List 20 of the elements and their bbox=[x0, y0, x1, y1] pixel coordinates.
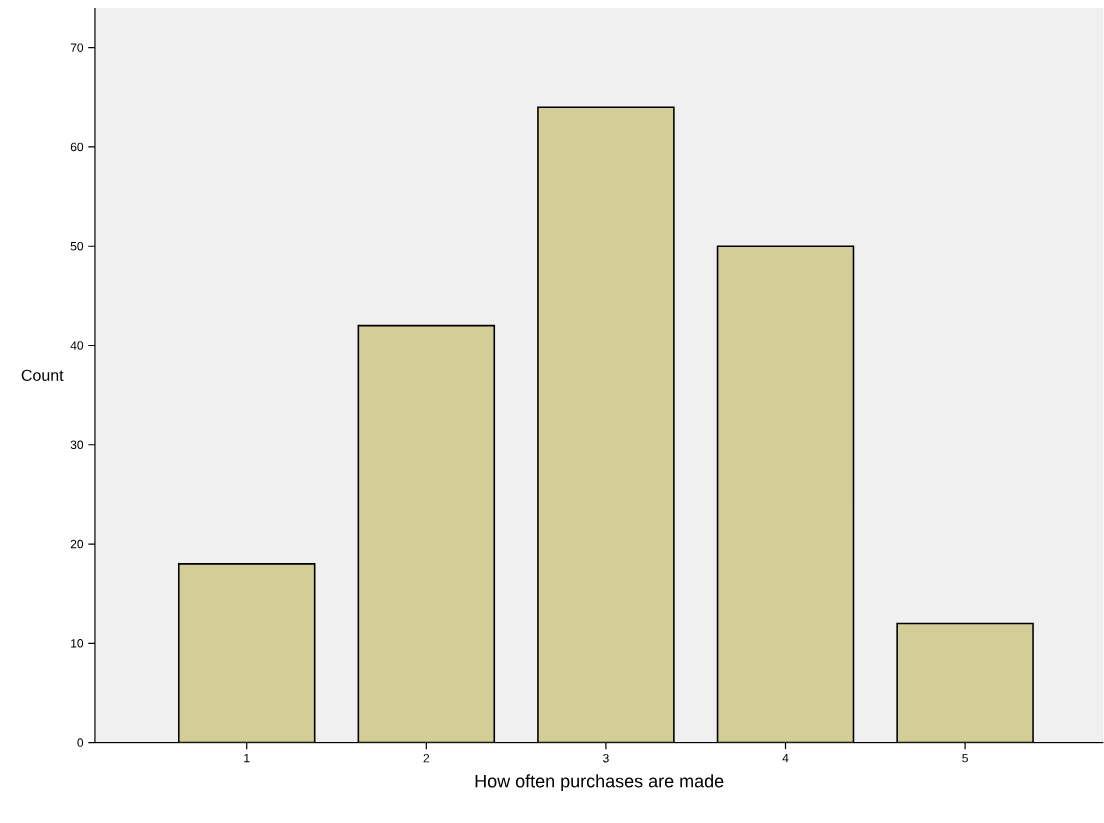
y-tick-label: 50 bbox=[70, 242, 84, 251]
bar bbox=[896, 622, 1034, 743]
x-tick-label: 5 bbox=[962, 754, 968, 763]
y-tick-label: 10 bbox=[71, 639, 84, 648]
y-tick-label: 70 bbox=[70, 43, 84, 53]
y-tick-label: 0 bbox=[77, 738, 84, 748]
y-tick-label: 30 bbox=[70, 440, 84, 450]
bar bbox=[357, 325, 496, 743]
x-tick-label: 2 bbox=[423, 754, 430, 763]
x-axis-title: How often purchases are made bbox=[475, 774, 724, 792]
y-tick-label: 40 bbox=[70, 341, 84, 350]
bar bbox=[177, 563, 316, 743]
x-tick-label: 3 bbox=[603, 754, 609, 763]
x-tick-label: 1 bbox=[244, 754, 250, 763]
y-axis-title: Count bbox=[21, 369, 64, 382]
y-tick-label: 60 bbox=[70, 142, 84, 152]
bar bbox=[537, 106, 675, 743]
y-tick-label: 20 bbox=[70, 540, 84, 549]
bar bbox=[716, 245, 855, 743]
x-tick-label: 4 bbox=[782, 754, 789, 763]
